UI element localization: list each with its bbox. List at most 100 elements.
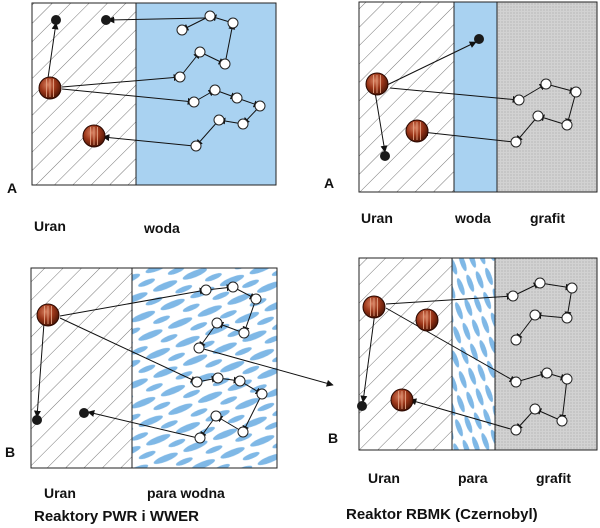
neutron-path-arrow <box>385 292 514 305</box>
row-letter-a: A <box>7 180 18 196</box>
neutron-path-arrow <box>107 16 206 24</box>
thermal-neutron <box>510 334 522 346</box>
fast-neutron <box>380 151 390 161</box>
neutron-path-arrow <box>386 41 477 86</box>
steam-label: para wodna <box>147 485 225 501</box>
neutron-path-arrow <box>385 307 517 383</box>
fast-neutron <box>79 408 89 418</box>
thermal-neutron <box>561 119 573 131</box>
neutron-path-arrow <box>565 91 577 126</box>
thermal-neutron <box>212 372 224 384</box>
graphite-label: grafit <box>530 210 565 226</box>
thermal-neutron <box>256 388 268 400</box>
neutron-path-arrow <box>59 287 207 317</box>
thermal-neutron <box>532 110 544 122</box>
neutron-path-arrow <box>199 347 334 387</box>
thermal-neutron <box>194 46 206 58</box>
thermal-neutron <box>540 78 552 90</box>
neutron-path-arrow <box>33 322 45 418</box>
thermal-neutron <box>507 290 519 302</box>
thermal-neutron <box>188 96 200 108</box>
thermal-neutron <box>510 136 522 148</box>
fast-neutron <box>474 34 484 44</box>
particles <box>32 10 582 444</box>
thermal-neutron <box>209 84 221 96</box>
thermal-neutron <box>190 140 202 152</box>
thermal-neutron <box>250 293 262 305</box>
thermal-neutron <box>194 432 206 444</box>
thermal-neutron <box>234 375 246 387</box>
fast-neutron <box>51 15 61 25</box>
neutron-path-arrow <box>242 393 263 433</box>
thermal-neutron <box>570 86 582 98</box>
neutron-path-arrow <box>242 298 257 334</box>
neutron-path-arrow <box>389 87 520 103</box>
neutron-path-arrow <box>374 91 388 153</box>
thermal-neutron <box>534 277 546 289</box>
neutron-path-arrow <box>421 129 515 143</box>
uranium-label: Uran <box>361 210 393 226</box>
neutron-path-arrow <box>61 88 195 105</box>
thermal-neutron <box>211 317 223 329</box>
thermal-neutron <box>541 367 553 379</box>
thermal-neutron <box>191 376 203 388</box>
neutron-path-arrow <box>59 317 198 383</box>
thermal-neutron <box>238 327 250 339</box>
graphite-moderator-zone <box>494 257 598 451</box>
thermal-neutron <box>513 94 525 106</box>
thermal-neutron <box>510 376 522 388</box>
neutron-path-arrow <box>409 398 515 431</box>
thermal-neutron <box>556 415 568 427</box>
thermal-neutron <box>510 424 522 436</box>
thermal-neutron <box>213 114 225 126</box>
row-letter-b: B <box>5 444 16 460</box>
row-letter-b: B <box>328 430 339 446</box>
thermal-neutron <box>237 426 249 438</box>
thermal-neutron <box>254 100 266 112</box>
neutron-path-arrow <box>195 119 220 147</box>
thermal-neutron <box>193 342 205 354</box>
fast-neutron <box>32 415 42 425</box>
graphite-moderator-zone <box>496 1 598 193</box>
neutron-path-arrow <box>224 22 236 65</box>
neutron-path-arrow <box>87 410 199 439</box>
thermal-neutron <box>200 284 212 296</box>
graphite-label: grafit <box>536 470 571 486</box>
thermal-neutron <box>529 309 541 321</box>
thermal-neutron <box>561 373 573 385</box>
uranium-label: Uran <box>34 218 66 234</box>
neutron-path-arrow <box>102 134 195 147</box>
thermal-neutron <box>237 118 249 130</box>
water-moderator-zone <box>135 2 277 186</box>
thermal-neutron <box>227 17 239 29</box>
thermal-neutron <box>566 282 578 294</box>
thermal-neutron <box>204 10 216 22</box>
neutron-path-arrow <box>559 378 568 422</box>
water-label: woda <box>144 220 180 236</box>
thermal-neutron <box>227 281 239 293</box>
water-label: woda <box>455 210 491 226</box>
uranium-label: Uran <box>368 470 400 486</box>
thermal-neutron <box>231 92 243 104</box>
thermal-neutron <box>176 24 188 36</box>
thermal-neutron <box>561 312 573 324</box>
steam-coolant-channel <box>451 257 496 451</box>
neutron-path-arrow <box>360 311 376 403</box>
steam-label: para <box>458 470 488 486</box>
caption-rbmk: Reaktor RBMK (Czernobyl) <box>346 506 538 523</box>
fast-neutron <box>101 15 111 25</box>
neutron-path-arrow <box>47 22 59 79</box>
uranium-zone <box>358 1 455 193</box>
uranium-zone <box>30 267 133 469</box>
uranium-zone <box>358 257 453 451</box>
moderator-zones <box>30 1 598 469</box>
caption-pwr: Reaktory PWR i WWER <box>34 508 200 525</box>
thermal-neutron <box>210 410 222 422</box>
row-letter-a: A <box>324 175 335 191</box>
thermal-neutron <box>174 71 186 83</box>
neutron-path-arrow <box>61 74 181 88</box>
neutron-path-arrow <box>515 115 539 143</box>
thermal-neutron <box>219 58 231 70</box>
uranium-label: Uran <box>44 485 76 501</box>
